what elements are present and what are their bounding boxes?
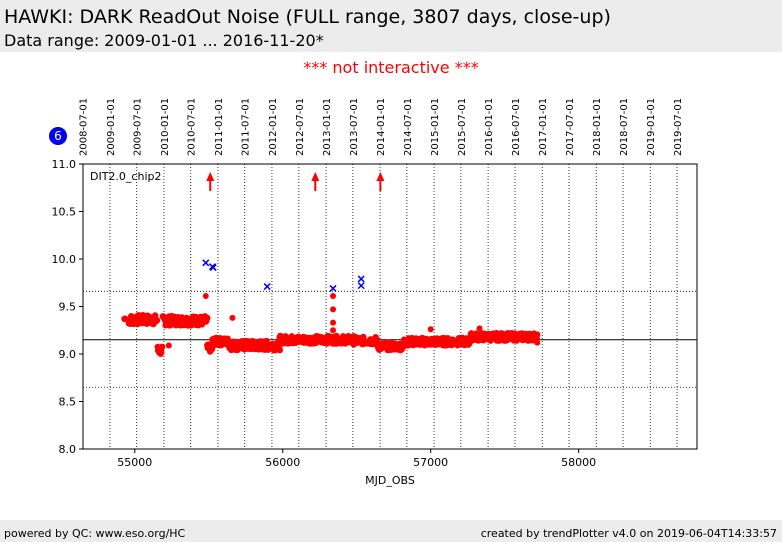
legend-label: DIT2.0_chip2 xyxy=(90,170,161,183)
x-tick-label: 57000 xyxy=(413,456,448,469)
data-point xyxy=(476,325,483,332)
footer-powered-by: powered by QC: www.eso.org/HC xyxy=(4,527,186,540)
x-tick-label: 58000 xyxy=(561,456,596,469)
data-point xyxy=(330,327,337,334)
date-tick-label: 2019-07-01 xyxy=(673,98,684,156)
y-tick-label: 8.0 xyxy=(59,443,77,456)
date-tick-label: 2015-07-01 xyxy=(457,98,468,156)
x-axis-label: MJD_OBS xyxy=(365,474,415,487)
point-count-badge-label: 6 xyxy=(54,129,62,143)
outlier-point xyxy=(209,264,217,272)
date-tick-label: 2018-07-01 xyxy=(619,98,630,156)
data-point xyxy=(330,306,337,313)
header-bar xyxy=(0,0,782,52)
date-tick-label: 2014-07-01 xyxy=(403,98,414,156)
offscale-arrow xyxy=(206,172,215,191)
y-tick-label: 10.5 xyxy=(52,206,77,219)
x-tick-label: 55000 xyxy=(117,456,152,469)
date-tick-label: 2013-01-01 xyxy=(322,98,333,156)
outlier-point xyxy=(202,259,210,267)
data-point xyxy=(427,326,434,333)
date-tick-label: 2017-01-01 xyxy=(538,98,549,156)
outlier-point xyxy=(263,283,271,291)
footer-bar xyxy=(0,520,782,542)
y-tick-label: 9.0 xyxy=(59,348,77,361)
date-tick-label: 2011-01-01 xyxy=(214,98,225,156)
date-tick-label: 2010-01-01 xyxy=(160,98,171,156)
page-title: HAWKI: DARK ReadOut Noise (FULL range, 3… xyxy=(4,6,611,28)
x-tick-label: 56000 xyxy=(265,456,300,469)
data-point xyxy=(534,331,541,338)
y-tick-label: 10.0 xyxy=(52,253,77,266)
data-point xyxy=(204,314,211,322)
y-tick-label: 8.5 xyxy=(59,396,77,409)
date-tick-label: 2016-07-01 xyxy=(511,98,522,156)
date-tick-label: 2011-07-01 xyxy=(241,98,252,156)
point-count-badge xyxy=(49,127,67,145)
data-point xyxy=(165,342,172,349)
date-tick-label: 2012-01-01 xyxy=(268,98,279,156)
data-point xyxy=(276,346,283,354)
y-tick-label: 11.0 xyxy=(52,158,77,171)
date-tick-label: 2017-07-01 xyxy=(565,98,576,156)
offscale-arrow xyxy=(311,172,320,191)
data-point xyxy=(153,317,161,324)
date-tick-label: 2013-07-01 xyxy=(349,98,360,156)
data-point xyxy=(330,293,337,300)
date-tick-label: 2019-01-01 xyxy=(646,98,657,156)
date-tick-label: 2008-07-01 xyxy=(79,98,90,156)
outlier-point xyxy=(357,282,365,290)
data-point xyxy=(157,349,165,356)
date-tick-label: 2014-01-01 xyxy=(376,98,387,156)
date-tick-label: 2018-01-01 xyxy=(592,98,603,156)
date-tick-label: 2016-01-01 xyxy=(484,98,495,156)
footer-created-by: created by trendPlotter v4.0 on 2019-06-… xyxy=(480,527,777,540)
outlier-point xyxy=(329,284,337,292)
date-tick-label: 2015-01-01 xyxy=(430,98,441,156)
data-point xyxy=(330,319,337,326)
plot-frame xyxy=(82,163,698,450)
date-tick-label: 2009-01-01 xyxy=(106,98,117,156)
outlier-point xyxy=(357,275,365,283)
data-point xyxy=(229,314,236,321)
data-range: Data range: 2009-01-01 ... 2016-11-20* xyxy=(4,31,324,50)
data-point xyxy=(158,343,166,350)
y-tick-label: 9.5 xyxy=(59,301,77,314)
date-tick-label: 2012-07-01 xyxy=(295,98,306,156)
offscale-arrow xyxy=(376,172,385,191)
date-tick-label: 2009-07-01 xyxy=(133,98,144,156)
data-point xyxy=(534,339,541,346)
not-interactive-notice: *** not interactive *** xyxy=(303,58,479,77)
date-tick-label: 2010-07-01 xyxy=(187,98,198,156)
data-point xyxy=(202,293,209,300)
